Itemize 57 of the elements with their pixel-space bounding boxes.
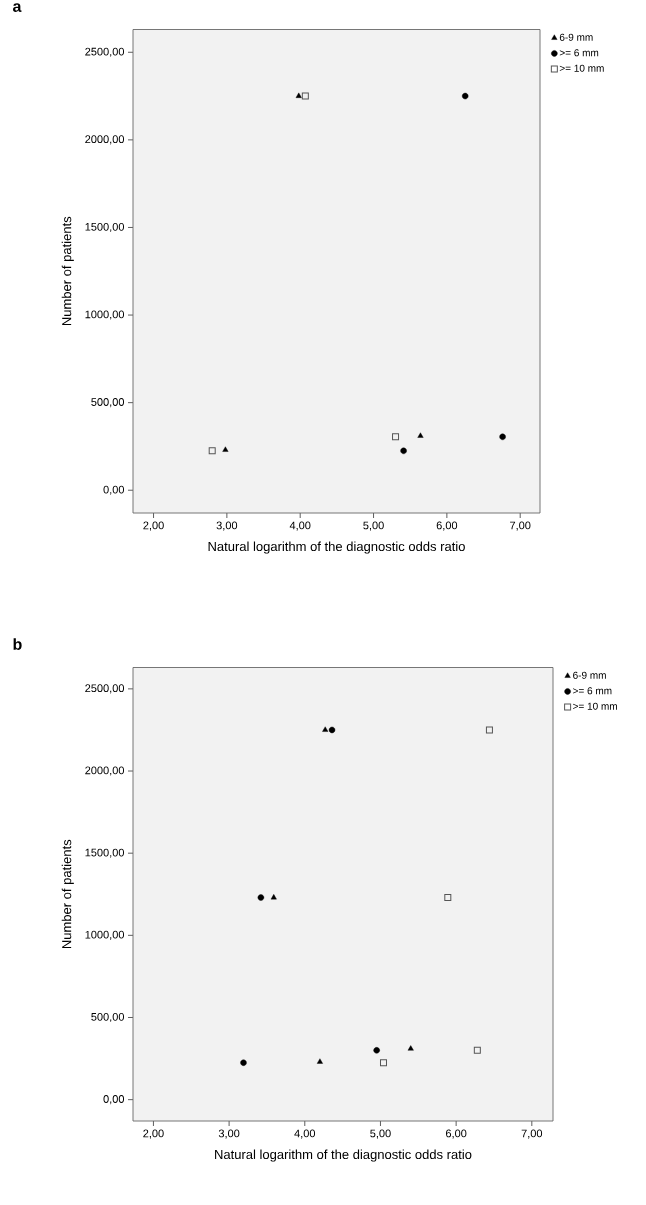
y-tick-label: 0,00 xyxy=(103,1095,125,1105)
legend-label: 6-9 mm xyxy=(559,33,593,41)
point xyxy=(417,432,424,438)
legend-label: >= 6 mm xyxy=(573,687,612,695)
y-tick-label: 1500,00 xyxy=(85,848,125,858)
x-tick-label: 7,00 xyxy=(510,521,531,531)
point xyxy=(295,92,302,98)
x-tick-label: 2,00 xyxy=(143,521,164,531)
x-tick-label: 3,00 xyxy=(218,1129,240,1139)
y-tick-label: 2500,00 xyxy=(85,47,125,57)
x-tick-label: 2,00 xyxy=(143,1129,164,1139)
x-tick-label: 4,00 xyxy=(289,521,311,531)
legend-label: >= 10 mm xyxy=(573,702,617,710)
point xyxy=(222,446,229,452)
point xyxy=(373,1047,380,1054)
point xyxy=(485,726,493,734)
x-tick-label: 3,00 xyxy=(216,521,238,531)
x-tick-label: 4,00 xyxy=(294,1129,316,1139)
point xyxy=(400,447,407,455)
point xyxy=(499,433,506,440)
y-axis-title: Number of patients xyxy=(61,216,74,326)
point xyxy=(444,894,452,902)
y-tick-label: 2000,00 xyxy=(85,135,125,145)
point xyxy=(473,1046,481,1054)
point xyxy=(392,433,400,441)
y-tick-label: 2000,00 xyxy=(85,766,125,776)
y-tick-label: 1500,00 xyxy=(85,222,125,233)
point xyxy=(270,894,277,900)
x-axis-title: Natural logarithm of the diagnostic odds ratio xyxy=(208,541,465,554)
x-tick-label: 5,00 xyxy=(363,521,384,531)
x-axis-title: Natural logarithm of the diagnostic odds ratio xyxy=(215,1149,472,1162)
point xyxy=(316,1058,323,1064)
y-tick-label: 500,00 xyxy=(91,1012,125,1023)
y-axis-title: Number of patients xyxy=(61,839,74,949)
y-tick-label: 0,00 xyxy=(103,485,125,495)
legend-label: >= 6 mm xyxy=(559,49,599,57)
point xyxy=(328,726,336,734)
y-tick-label: 1000,00 xyxy=(85,310,125,320)
legend-label: >= 10 mm xyxy=(559,64,604,72)
point xyxy=(322,726,329,732)
point xyxy=(407,1045,414,1051)
point xyxy=(257,894,265,901)
y-tick-label: 1000,00 xyxy=(85,930,125,940)
legend-label: 6-9 mm xyxy=(573,671,606,679)
y-tick-label: 500,00 xyxy=(91,398,125,408)
chart-title: a xyxy=(13,3,22,12)
point xyxy=(208,447,216,455)
x-tick-label: 6,00 xyxy=(446,1129,467,1139)
x-tick-label: 7,00 xyxy=(521,1129,543,1139)
x-tick-label: 6,00 xyxy=(436,521,458,531)
point xyxy=(379,1059,387,1067)
x-tick-label: 5,00 xyxy=(370,1129,391,1139)
point xyxy=(301,92,309,100)
point xyxy=(240,1059,247,1066)
point xyxy=(462,92,469,100)
y-tick-label: 2500,00 xyxy=(85,684,125,694)
chart-title: b xyxy=(13,638,22,650)
